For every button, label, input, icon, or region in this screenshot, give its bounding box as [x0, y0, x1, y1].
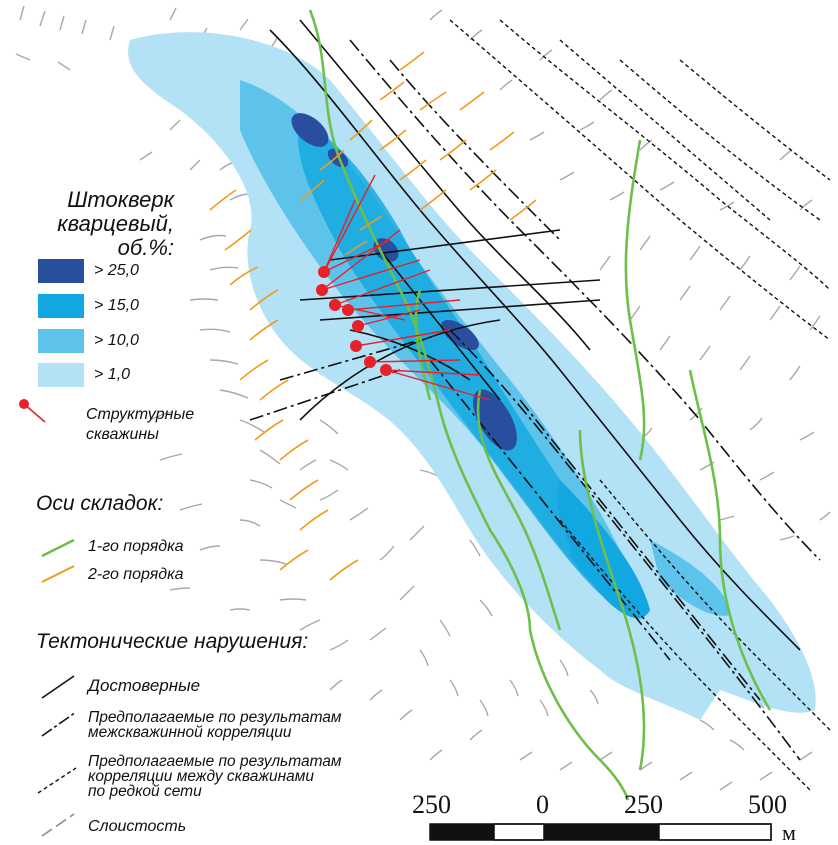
folds-legend-heading: Оси складок: [36, 492, 164, 515]
fault-inferred-sparse-line-2: корреляции между скважинами [88, 768, 315, 785]
stockwork-core-5 [473, 389, 517, 451]
stockwork-title-line-3: об.%: [117, 235, 174, 260]
stockwork-core-4 [441, 319, 479, 351]
stockwork-zones [128, 32, 816, 720]
legend-label-15: > 15,0 [94, 297, 139, 314]
scale-unit: м [782, 820, 796, 845]
fault-inferred-correlation-line-1: Предполагаемые по результатам [88, 709, 342, 726]
fold-second-order-label: 2-го порядка [88, 566, 184, 583]
inferred-correlation-faults [249, 39, 821, 761]
scale-label-250-left: 250 [412, 790, 451, 819]
fault-inferred-sparse-line-3: по редкой сети [88, 783, 202, 800]
legend-swatch-25 [38, 259, 84, 283]
fold-axes-second-order [209, 51, 537, 581]
bedding-strokes [15, 5, 831, 791]
structural-wells [316, 174, 491, 401]
inferred-sparse-faults [449, 19, 831, 791]
well-marker [318, 266, 330, 278]
legend-label-1: > 1,0 [94, 366, 131, 383]
well-marker [329, 299, 341, 311]
wells-label-line-2: скважины [86, 426, 159, 443]
legend-swatch-10 [38, 329, 84, 353]
fold-axes-first-order [308, 9, 772, 801]
fault-inferred-sparse-label: Предполагаемые по результатам корреляции… [88, 753, 342, 800]
scale-label-0: 0 [536, 790, 549, 819]
well-marker [350, 340, 362, 352]
well-marker [380, 364, 392, 376]
well-marker [316, 284, 328, 296]
fault-inferred-correlation-line-2: межскважинной корреляции [88, 724, 292, 741]
wells-legend-label: Структурные скважины [86, 405, 194, 445]
scale-bar-graphic [429, 823, 772, 841]
faults-legend-heading: Тектонические нарушения: [36, 630, 309, 653]
bedding-legend-label: Слоистость [88, 818, 187, 835]
well-marker [352, 320, 364, 332]
legend-swatch-1 [38, 363, 84, 387]
fault-reliable-label: Достоверные [88, 676, 201, 695]
stockwork-core-1 [291, 113, 329, 147]
stockwork-core-3 [373, 238, 399, 262]
stockwork-zone-5 [650, 540, 730, 616]
fault-inferred-correlation-label: Предполагаемые по результатам межскважин… [88, 709, 342, 741]
legend-label-25: > 25,0 [94, 262, 139, 279]
well-marker [342, 304, 354, 316]
well-marker [364, 356, 376, 368]
fault-inferred-sparse-line-1: Предполагаемые по результатам [88, 753, 342, 770]
legend-label-10: > 10,0 [94, 332, 139, 349]
scale-label-500: 500 [748, 790, 787, 819]
reliable-faults [269, 19, 801, 651]
scale-label-250-right: 250 [624, 790, 663, 819]
wells-label-line-1: Структурные [86, 406, 195, 423]
stockwork-title-line-2: кварцевый, [57, 211, 174, 236]
fold-first-order-label: 1-го порядка [88, 538, 184, 555]
legend-symbols [19, 399, 77, 837]
stockwork-title-line-1: Штокверк [67, 187, 174, 212]
stockwork-legend-title: Штокверк кварцевый, об.%: [14, 188, 174, 260]
legend-swatch-15 [38, 294, 84, 318]
